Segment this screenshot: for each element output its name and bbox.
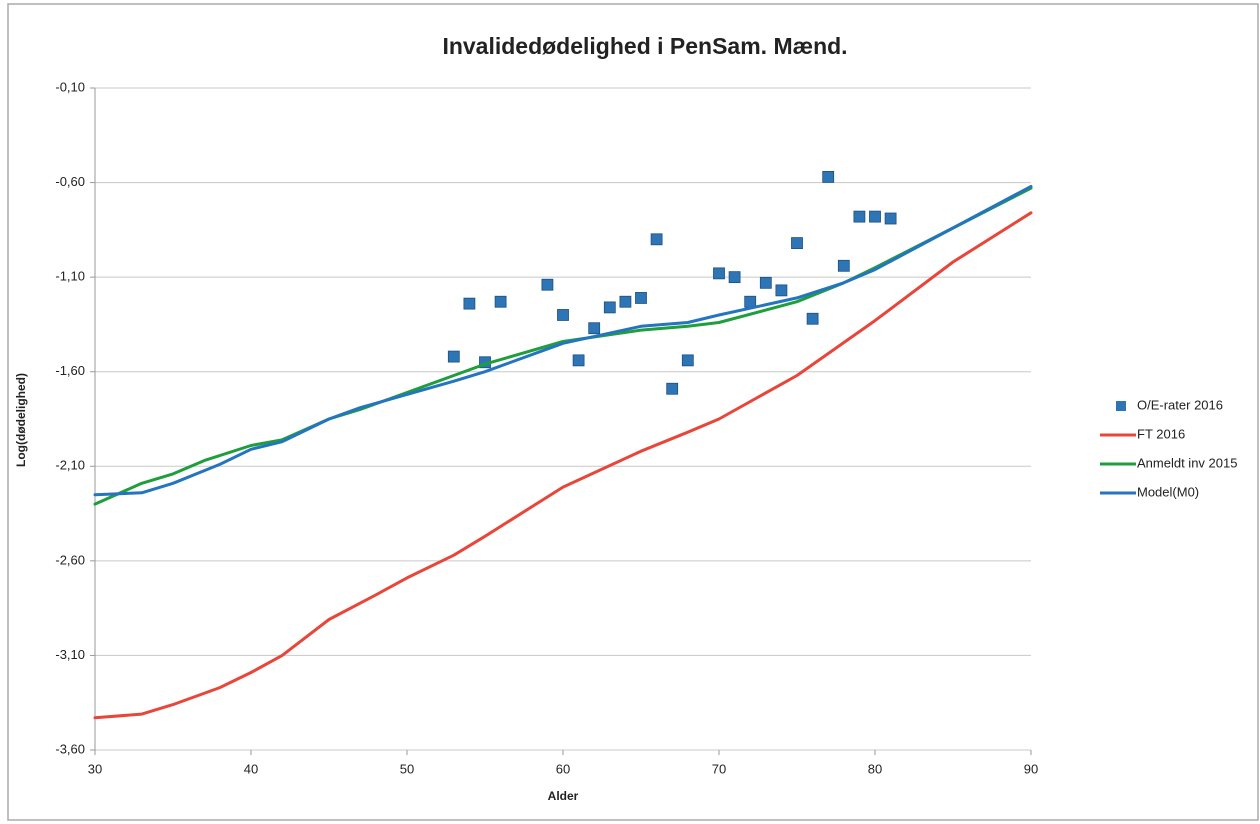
y-axis-title: Log(dødelighed) [14, 373, 28, 467]
y-tick-label: -1,10 [55, 269, 85, 284]
x-tick-label: 50 [400, 761, 414, 776]
y-tick-label: -2,10 [55, 458, 85, 473]
data-point [869, 210, 881, 223]
legend-label: FT 2016 [1137, 426, 1185, 441]
legend-marker [1116, 401, 1126, 411]
data-point [884, 212, 897, 225]
y-tick-label: -2,60 [55, 552, 85, 567]
x-tick-label: 90 [1024, 761, 1038, 776]
data-point [853, 210, 866, 223]
y-tick-label: -3,10 [55, 647, 85, 662]
x-tick-label: 40 [244, 761, 258, 776]
data-point [650, 233, 663, 246]
series-line [93, 211, 1033, 720]
data-point [806, 312, 819, 325]
x-tick-label: 70 [712, 761, 726, 776]
x-tick-label: 80 [868, 761, 882, 776]
y-tick-label: -0,10 [55, 79, 85, 94]
data-point [791, 237, 803, 249]
data-point [635, 292, 647, 304]
data-point [744, 295, 757, 308]
y-tick-label: -3,60 [55, 741, 85, 756]
y-tick-label: -1,60 [55, 363, 85, 378]
data-point [619, 295, 632, 308]
data-point [603, 301, 616, 314]
data-point [588, 322, 601, 335]
chart-title: Invalidedødelighed i PenSam. Mænd. [442, 33, 847, 59]
x-tick-label: 60 [556, 761, 570, 776]
legend-label: Model(M0) [1137, 484, 1199, 499]
chart-frame [7, 3, 1259, 821]
data-point [822, 170, 835, 183]
data-point [728, 271, 741, 284]
data-point [572, 354, 585, 367]
data-point [837, 259, 850, 272]
x-axis-title: Alder [548, 789, 579, 803]
data-point [775, 284, 788, 297]
data-point [494, 295, 507, 308]
data-point [463, 297, 476, 310]
data-point [541, 278, 554, 291]
x-tick-label: 30 [88, 761, 102, 776]
y-tick-label: -0,60 [55, 174, 85, 189]
series-line [93, 184, 1033, 497]
legend-label: O/E-rater 2016 [1137, 397, 1223, 412]
data-point [713, 267, 725, 280]
data-point [447, 350, 460, 363]
data-point [681, 354, 694, 367]
data-point [666, 382, 679, 395]
data-point [759, 276, 772, 289]
data-point [557, 309, 569, 321]
legend-label: Anmeldt inv 2015 [1137, 455, 1237, 470]
